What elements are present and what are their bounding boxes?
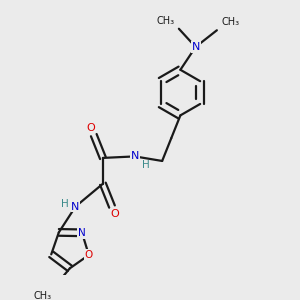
Text: CH₃: CH₃ (156, 16, 174, 26)
Text: N: N (78, 228, 86, 238)
Text: N: N (130, 152, 139, 161)
Text: N: N (71, 202, 80, 212)
Text: O: O (85, 250, 93, 260)
Text: CH₃: CH₃ (221, 17, 240, 27)
Text: H: H (142, 160, 149, 170)
Text: N: N (191, 42, 200, 52)
Text: CH₃: CH₃ (33, 291, 52, 300)
Text: O: O (111, 209, 119, 219)
Text: H: H (61, 199, 69, 208)
Text: O: O (86, 122, 95, 133)
